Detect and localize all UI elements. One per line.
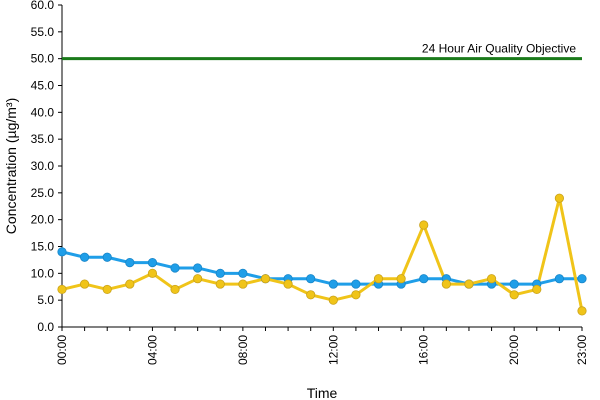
data-point xyxy=(554,193,564,203)
data-point xyxy=(80,279,90,289)
y-tick-label: 15.0 xyxy=(31,240,55,254)
y-tick-label: 5.0 xyxy=(37,293,54,307)
data-point xyxy=(102,252,112,262)
data-point xyxy=(328,295,338,305)
series-group xyxy=(57,193,587,316)
x-tick-label: 20:00 xyxy=(507,335,521,365)
data-point xyxy=(351,279,361,289)
data-point xyxy=(80,252,90,262)
data-point xyxy=(193,263,203,273)
y-tick-label: 40.0 xyxy=(31,105,55,119)
data-point xyxy=(532,284,542,295)
y-tick-label: 25.0 xyxy=(31,186,55,200)
x-tick-label: 00:00 xyxy=(55,335,69,365)
data-point xyxy=(283,279,293,289)
data-point xyxy=(170,284,180,295)
y-tick-label: 20.0 xyxy=(31,213,55,227)
x-tick-label: 16:00 xyxy=(417,335,431,365)
y-axis-title: Concentration (µg/m³) xyxy=(3,98,19,234)
data-point xyxy=(125,279,135,289)
y-tick-label: 30.0 xyxy=(31,159,55,173)
y-tick-label: 10.0 xyxy=(31,266,55,280)
objective-group: 24 Hour Air Quality Objective xyxy=(62,42,582,61)
data-point xyxy=(57,284,67,295)
series-line xyxy=(60,196,584,313)
data-point xyxy=(57,247,67,257)
y-tick-label: 55.0 xyxy=(31,25,55,39)
x-tick-label: 08:00 xyxy=(236,335,250,365)
data-point xyxy=(102,284,112,295)
data-point xyxy=(328,279,338,289)
data-point xyxy=(147,268,158,278)
data-point xyxy=(306,290,316,300)
data-point xyxy=(509,290,519,300)
data-point xyxy=(577,306,587,316)
y-tick-label: 0.0 xyxy=(37,320,54,334)
data-point xyxy=(147,257,158,268)
axes xyxy=(58,4,583,331)
series-2 xyxy=(60,196,584,313)
data-point xyxy=(238,279,248,289)
y-tick-label: 60.0 xyxy=(31,0,55,12)
data-point xyxy=(419,274,429,284)
data-point xyxy=(509,279,519,289)
data-point xyxy=(554,274,564,284)
x-tick-label: 12:00 xyxy=(326,335,340,365)
x-tick-label: 23:00 xyxy=(575,335,589,365)
data-point xyxy=(238,268,248,278)
objective-label: 24 Hour Air Quality Objective xyxy=(422,42,576,56)
y-tick-label: 45.0 xyxy=(31,79,55,93)
data-point xyxy=(486,274,497,284)
labels-group: 0.0 5.0 10.0 15.0 20.0 25.0 30.0 35.0 40.0 45.0 50… xyxy=(3,0,589,400)
data-point xyxy=(260,274,271,284)
data-point xyxy=(373,274,384,284)
y-tick-label: 35.0 xyxy=(31,132,55,146)
data-point xyxy=(577,274,587,284)
data-point xyxy=(441,279,451,289)
x-axis-title: Time xyxy=(307,385,338,400)
data-point xyxy=(464,279,474,289)
data-point xyxy=(125,257,135,268)
data-point xyxy=(215,279,225,289)
series-2-points xyxy=(57,193,587,316)
y-tick-label: 50.0 xyxy=(31,52,55,66)
data-point xyxy=(306,274,316,284)
data-point xyxy=(170,263,180,273)
data-point xyxy=(419,220,429,230)
data-point xyxy=(396,274,406,284)
x-tick-label: 04:00 xyxy=(145,335,159,365)
data-point xyxy=(215,268,225,278)
data-point xyxy=(351,290,361,300)
data-point xyxy=(193,274,203,284)
